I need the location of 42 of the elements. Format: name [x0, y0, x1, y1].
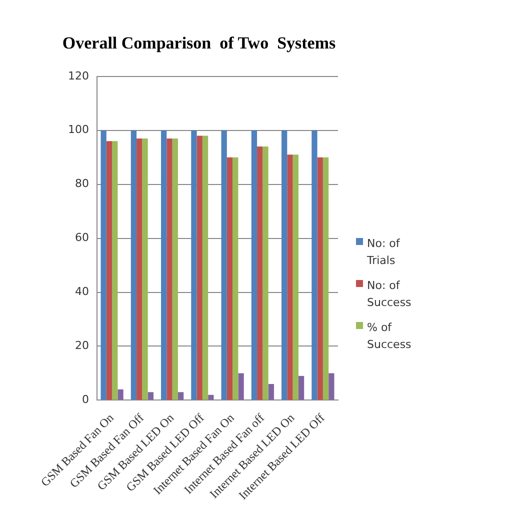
bar [268, 384, 274, 400]
legend-label: No: of Trials [367, 236, 401, 269]
bar [232, 157, 238, 400]
bar [262, 146, 268, 400]
y-tick-label: 120 [68, 69, 89, 82]
bar [238, 373, 244, 400]
bar [202, 136, 208, 400]
bar [322, 157, 329, 400]
bar [226, 157, 233, 400]
bar [221, 130, 227, 400]
y-tick-label: 60 [74, 231, 89, 244]
bar [112, 141, 118, 400]
bar [142, 138, 148, 400]
bar [196, 136, 202, 400]
bar [312, 130, 318, 400]
bar [328, 373, 334, 400]
bar [292, 154, 298, 400]
bar [130, 130, 137, 400]
bar [317, 157, 323, 400]
bar [191, 130, 197, 400]
bar [172, 138, 178, 400]
bar [178, 392, 184, 400]
y-tick-label: 80 [74, 177, 89, 190]
bar [251, 130, 258, 400]
y-tick-label: 40 [74, 285, 89, 298]
legend-label: No: of Success [367, 278, 412, 311]
bar [257, 146, 263, 400]
bar [298, 376, 304, 400]
bar [282, 130, 288, 400]
bar [106, 141, 112, 400]
legend-label: % of Success [367, 320, 412, 353]
y-tick-label: 20 [74, 339, 89, 352]
bar [148, 392, 154, 400]
chart-title: Overall Comparison of Two Systems [62, 34, 336, 53]
bar [287, 154, 293, 400]
bar [118, 389, 124, 400]
y-tick-label: 100 [68, 123, 89, 136]
bar [166, 138, 172, 400]
bar [136, 138, 142, 400]
bar [161, 130, 167, 400]
y-tick-label: 0 [82, 393, 89, 406]
bar [100, 130, 106, 400]
